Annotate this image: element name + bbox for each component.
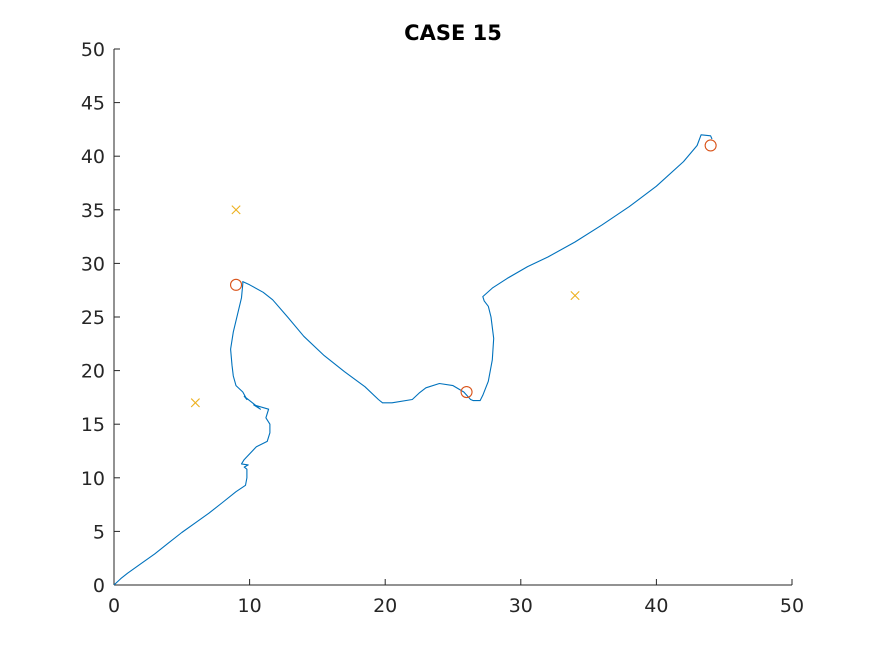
chart-title: CASE 15 <box>404 21 502 45</box>
x-tick-label: 20 <box>373 595 397 617</box>
circle-marker <box>704 139 717 152</box>
trajectory-line <box>113 134 713 586</box>
y-axis-ticks: 0 5 10 15 20 25 30 35 40 45 50 <box>81 39 120 597</box>
circle-marker <box>460 385 473 399</box>
y-tick-label: 15 <box>81 414 105 436</box>
y-tick-label: 5 <box>93 521 105 543</box>
y-tick-label: 0 <box>93 575 105 597</box>
y-tick-label: 35 <box>81 200 105 222</box>
y-tick-label: 25 <box>81 307 105 329</box>
y-tick-label: 40 <box>81 146 105 168</box>
cross-marker <box>231 205 241 215</box>
cross-marker <box>570 290 580 301</box>
y-tick-label: 20 <box>81 361 105 383</box>
y-tick-label: 10 <box>81 468 105 490</box>
circle-marker <box>229 278 243 291</box>
y-tick-label: 50 <box>81 39 105 61</box>
x-tick-label: 50 <box>780 595 804 617</box>
x-tick-label: 0 <box>108 595 120 617</box>
cross-marker <box>190 398 200 408</box>
x-tick-label: 30 <box>509 595 533 617</box>
axes <box>113 49 792 586</box>
x-axis-ticks: 0 10 20 30 40 50 <box>108 579 804 617</box>
x-tick-label: 10 <box>238 595 262 617</box>
x-tick-label: 40 <box>644 595 668 617</box>
y-tick-label: 30 <box>81 253 105 275</box>
y-tick-label: 45 <box>81 93 105 115</box>
plot-area <box>113 134 717 586</box>
